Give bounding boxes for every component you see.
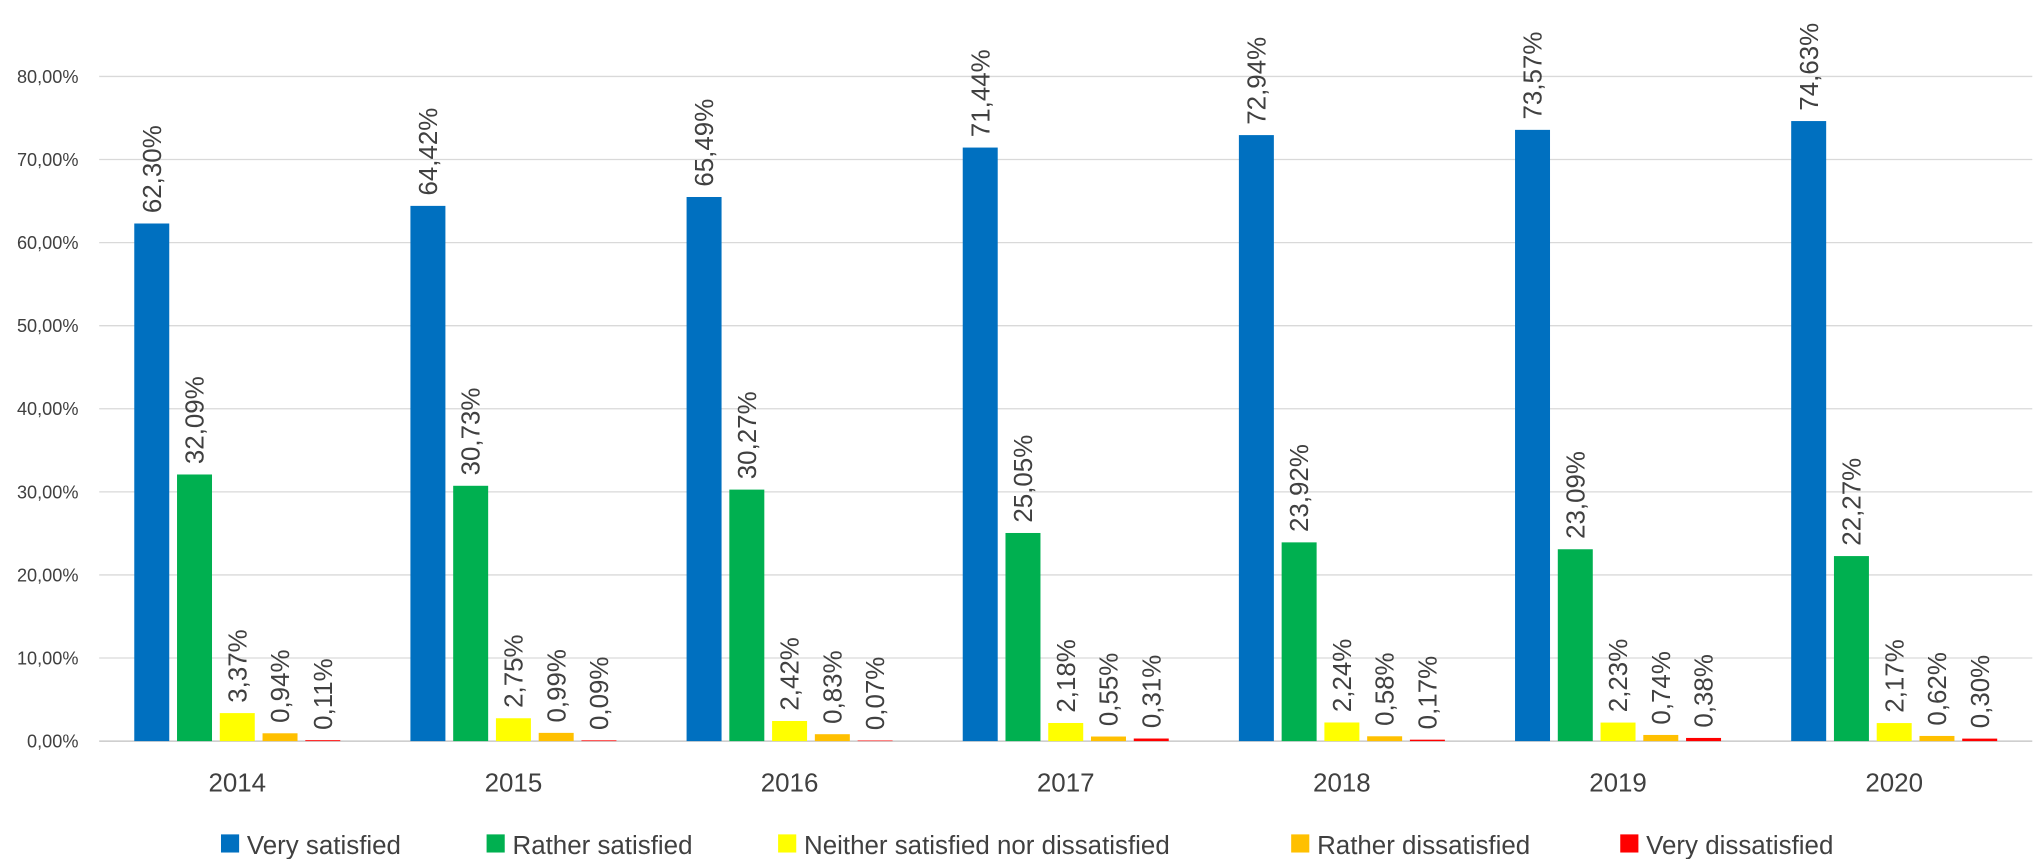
y-tick-label: 10,00% xyxy=(17,648,78,668)
x-tick-label: 2015 xyxy=(485,770,543,798)
bar xyxy=(814,734,850,742)
y-tick-label: 70,00% xyxy=(17,150,78,170)
value-label: 0,99% xyxy=(543,649,571,722)
value-label: 23,09% xyxy=(1562,451,1590,539)
bar xyxy=(177,474,213,742)
y-tick-label: 40,00% xyxy=(17,399,78,419)
value-label: 0,74% xyxy=(1648,651,1676,724)
bar xyxy=(1557,549,1593,742)
bar xyxy=(686,196,722,742)
bar xyxy=(305,740,341,742)
legend-swatch xyxy=(486,834,505,853)
bar xyxy=(1600,722,1636,742)
legend-swatch xyxy=(778,834,797,853)
bar xyxy=(1367,736,1403,742)
bar xyxy=(1515,129,1551,742)
bar xyxy=(262,733,298,742)
value-label: 2,23% xyxy=(1605,639,1633,712)
value-label: 0,31% xyxy=(1138,655,1166,728)
bar xyxy=(1048,722,1084,742)
value-label: 30,73% xyxy=(458,388,486,476)
value-label: 22,27% xyxy=(1839,458,1867,546)
value-label: 0,38% xyxy=(1691,654,1719,727)
bar xyxy=(1686,737,1722,742)
bar xyxy=(1833,556,1869,742)
bar xyxy=(1133,738,1169,742)
value-label: 0,58% xyxy=(1372,652,1400,725)
bar xyxy=(1238,135,1274,742)
value-label: 62,30% xyxy=(139,125,167,213)
x-tick-label: 2016 xyxy=(761,770,819,798)
bar xyxy=(134,223,170,742)
value-label: 73,57% xyxy=(1520,32,1548,120)
bar xyxy=(1409,739,1445,742)
bar xyxy=(581,740,617,742)
value-label: 0,11% xyxy=(310,658,338,730)
bar xyxy=(1962,738,1998,742)
bar xyxy=(857,740,893,742)
value-label: 74,63% xyxy=(1796,23,1824,111)
bar xyxy=(1324,722,1360,742)
value-label: 71,44% xyxy=(967,49,995,137)
value-label: 30,27% xyxy=(734,391,762,479)
value-label: 0,09% xyxy=(586,657,614,730)
value-label: 2,24% xyxy=(1329,639,1357,712)
y-tick-label: 50,00% xyxy=(17,316,78,336)
y-tick-label: 30,00% xyxy=(17,482,78,502)
x-tick-label: 2018 xyxy=(1313,770,1371,798)
bar xyxy=(453,485,489,742)
legend-label: Very satisfied xyxy=(247,832,401,859)
value-label: 0,55% xyxy=(1096,653,1124,726)
bar xyxy=(1281,542,1317,742)
bar xyxy=(962,147,998,742)
legend-swatch xyxy=(220,834,240,853)
legend-swatch xyxy=(1620,834,1639,853)
value-label: 25,05% xyxy=(1010,435,1038,523)
bar xyxy=(772,720,808,742)
y-tick-label: 60,00% xyxy=(17,233,78,253)
x-tick-label: 2020 xyxy=(1865,770,1923,798)
bar xyxy=(1919,735,1955,742)
x-tick-label: 2019 xyxy=(1589,770,1647,798)
legend-label: Rather satisfied xyxy=(513,832,693,859)
legend-swatch xyxy=(1291,834,1310,853)
value-label: 2,75% xyxy=(500,634,528,707)
bar xyxy=(1090,736,1126,742)
value-label: 2,42% xyxy=(777,637,805,710)
value-label: 65,49% xyxy=(691,99,719,187)
value-label: 2,18% xyxy=(1053,639,1081,712)
value-label: 23,92% xyxy=(1286,444,1314,532)
value-label: 0,07% xyxy=(862,657,890,730)
bar xyxy=(538,732,574,742)
y-tick-label: 0,00% xyxy=(27,732,78,752)
y-tick-label: 80,00% xyxy=(17,67,78,87)
y-tick-label: 20,00% xyxy=(17,565,78,585)
bar xyxy=(1791,121,1827,742)
value-label: 0,62% xyxy=(1924,652,1952,725)
value-label: 3,37% xyxy=(224,629,252,702)
x-tick-label: 2017 xyxy=(1037,770,1095,798)
legend-label: Very dissatisfied xyxy=(1646,832,1833,859)
value-label: 32,09% xyxy=(182,376,210,464)
value-label: 64,42% xyxy=(415,108,443,196)
bar xyxy=(1005,532,1041,742)
bar xyxy=(729,489,765,742)
value-label: 72,94% xyxy=(1243,37,1271,125)
bar xyxy=(1643,734,1679,742)
value-label: 0,17% xyxy=(1414,656,1442,729)
value-label: 2,17% xyxy=(1881,639,1909,712)
bar xyxy=(219,713,255,742)
value-label: 0,94% xyxy=(267,649,295,722)
bar xyxy=(1876,723,1912,742)
legend-label: Rather dissatisfied xyxy=(1317,832,1530,859)
value-label: 0,30% xyxy=(1967,655,1995,728)
bar xyxy=(410,205,446,742)
x-tick-label: 2014 xyxy=(208,770,266,798)
legend-label: Neither satisfied nor dissatisfied xyxy=(804,832,1170,859)
bar xyxy=(495,718,531,742)
value-label: 0,83% xyxy=(819,650,847,723)
